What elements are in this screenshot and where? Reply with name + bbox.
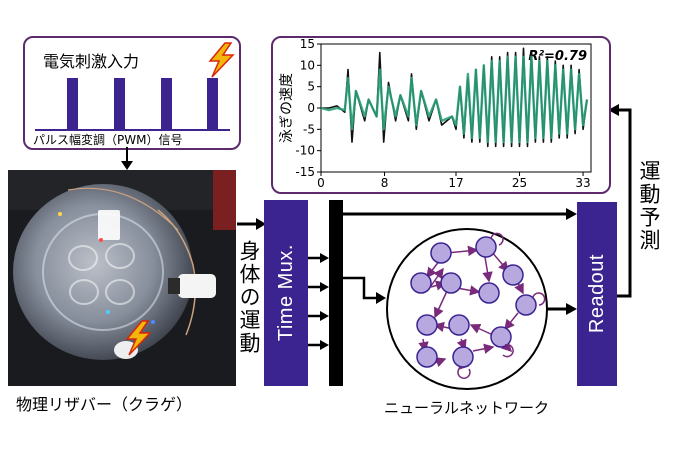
lightning-bolt-icon: [208, 42, 235, 78]
time-mux-block: Time Mux.: [264, 200, 308, 386]
x-tick-label: 8: [381, 176, 389, 190]
series-line-predicted: [320, 55, 589, 144]
pwm-pulse: [207, 78, 218, 130]
network-node: [502, 264, 524, 286]
prediction-label: 運動予測: [637, 160, 661, 252]
network-node: [410, 272, 432, 294]
y-tick-label: -10: [295, 144, 315, 158]
network-node: [430, 242, 452, 264]
self-loop-arrow-icon: [457, 232, 546, 379]
network-node: [448, 314, 470, 336]
network-node: [490, 326, 512, 348]
network-node: [478, 282, 500, 304]
network-node: [475, 236, 497, 258]
stimulus-panel: 電気刺激入力 パルス幅変調（PWM）信号: [23, 36, 241, 150]
body-motion-label: 身体の運動: [237, 240, 261, 355]
input-bar: [329, 200, 343, 386]
time-mux-label: Time Mux.: [274, 244, 297, 342]
electrode-device: [168, 274, 216, 298]
y-axis-label: 泳ぎの速度: [279, 73, 295, 143]
network-node: [440, 272, 462, 294]
network-node: [515, 294, 537, 316]
stimulus-arrow: [121, 147, 133, 170]
pwm-pulse: [67, 78, 78, 130]
readout-block: Readout: [577, 202, 617, 386]
y-tick-label: 5: [307, 80, 315, 94]
x-tick-label: 25: [512, 176, 527, 190]
network-node: [416, 314, 438, 336]
readout-label: Readout: [585, 254, 608, 334]
pwm-caption: パルス幅変調（PWM）信号: [33, 133, 183, 147]
pwm-pulse-graphic: [35, 78, 230, 131]
network-label: ニューラルネットワーク: [384, 399, 550, 417]
photo-label: 物理リザバー（クラゲ）: [16, 395, 193, 414]
pwm-pulse: [161, 78, 172, 130]
pwm-pulse: [114, 78, 125, 130]
x-tick-label: 17: [448, 176, 463, 190]
x-tick-label: 33: [575, 176, 590, 190]
network-node: [416, 346, 438, 368]
y-tick-label: 0: [307, 101, 315, 115]
x-tick-label: 0: [317, 176, 325, 190]
y-tick-label: 10: [300, 58, 315, 72]
r2-annotation: R²=0.79: [528, 49, 587, 64]
neural-network: [386, 228, 548, 390]
jellyfish-photo: [8, 170, 236, 386]
y-tick-label: -15: [295, 165, 315, 179]
jellyfish-illustration: [8, 170, 236, 386]
swim-speed-chart: -15 -10 -5 0 5 10 15 0 8 17 25 33 泳ぎの速度 R²=0.79: [279, 37, 592, 190]
y-tick-label: -5: [303, 122, 315, 136]
network-node: [452, 346, 474, 368]
lightning-bolt-icon: [125, 320, 152, 356]
y-tick-label: 15: [300, 37, 315, 51]
stimulus-title: 電気刺激入力: [43, 52, 140, 71]
